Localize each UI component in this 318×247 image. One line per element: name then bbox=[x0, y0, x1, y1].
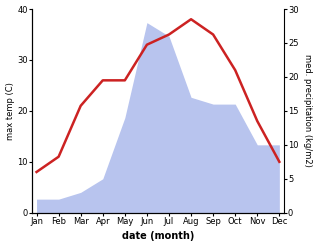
Y-axis label: max temp (C): max temp (C) bbox=[5, 82, 15, 140]
Y-axis label: med. precipitation (kg/m2): med. precipitation (kg/m2) bbox=[303, 54, 313, 167]
X-axis label: date (month): date (month) bbox=[122, 231, 194, 242]
